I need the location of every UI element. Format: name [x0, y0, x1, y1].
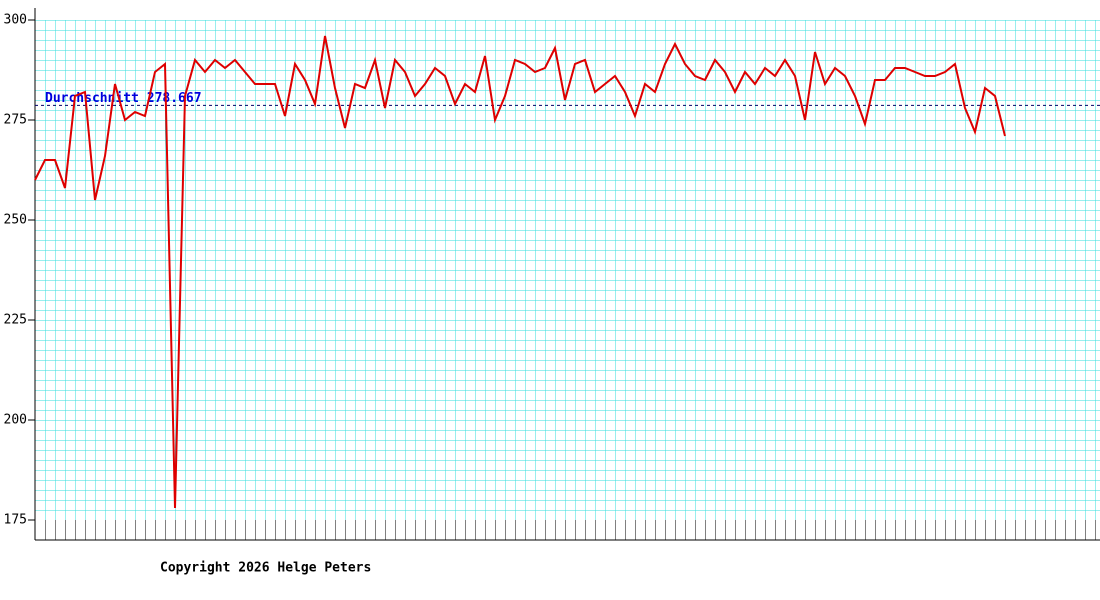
footer: Copyright 2026 Helge Peters [160, 561, 371, 576]
y-tick-label: 300 [4, 13, 27, 28]
y-tick-label: 175 [4, 513, 27, 528]
grid [35, 20, 1100, 520]
y-tick-label: 250 [4, 213, 27, 228]
x-ticks [35, 520, 1100, 540]
y-tick-label: 200 [4, 413, 27, 428]
line [34, 35, 1006, 509]
y-tick-label: 275 [4, 113, 27, 128]
y-tick-label: 225 [4, 313, 27, 328]
average-label: Durchschnitt 278.667 [45, 91, 202, 106]
